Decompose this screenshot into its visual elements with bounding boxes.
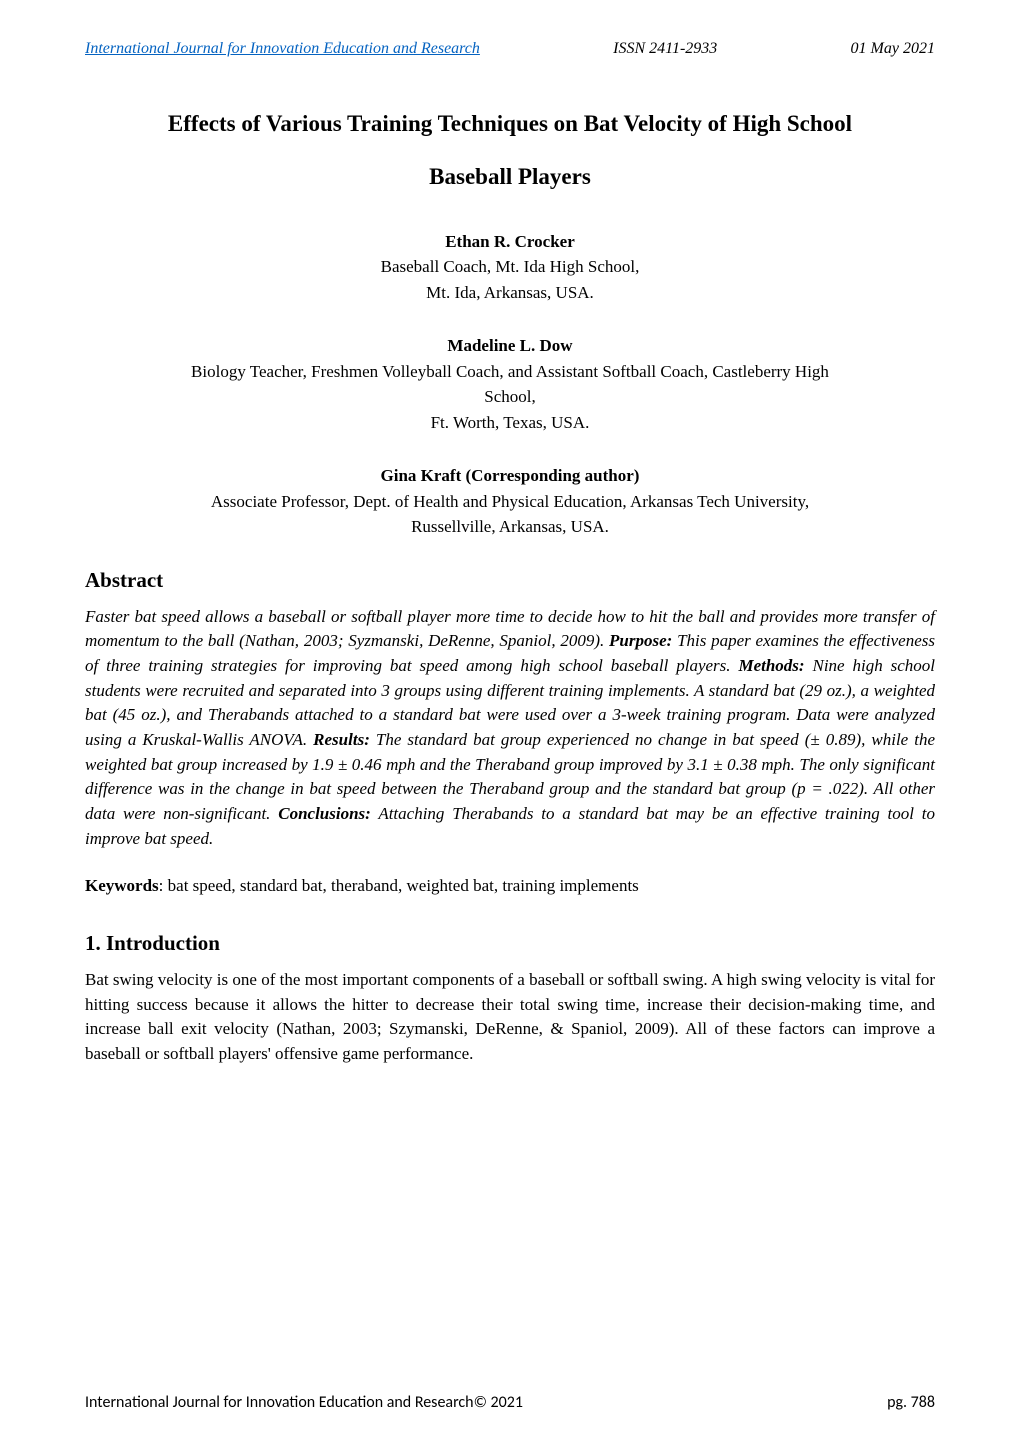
article-title: Effects of Various Training Techniques o…	[85, 98, 935, 204]
journal-title-link[interactable]: International Journal for Innovation Edu…	[85, 40, 480, 58]
introduction-body: Bat swing velocity is one of the most im…	[85, 968, 935, 1067]
author-affiliation-2b: School,	[85, 384, 935, 410]
author-name-3: Gina Kraft (Corresponding author)	[85, 463, 935, 489]
introduction-heading: 1. Introduction	[85, 931, 935, 956]
page-header: International Journal for Innovation Edu…	[85, 40, 935, 58]
author-name-1: Ethan R. Crocker	[85, 229, 935, 255]
author-name-2: Madeline L. Dow	[85, 333, 935, 359]
keywords-text: : bat speed, standard bat, theraband, we…	[159, 876, 639, 895]
author-affiliation-3a: Associate Professor, Dept. of Health and…	[85, 489, 935, 515]
author-affiliation-3b: Russellville, Arkansas, USA.	[85, 514, 935, 540]
author-block-1: Ethan R. Crocker Baseball Coach, Mt. Ida…	[85, 229, 935, 306]
footer-page-number: pg. 788	[887, 1393, 935, 1412]
abstract-label-methods: Methods:	[738, 656, 804, 675]
abstract-heading: Abstract	[85, 568, 935, 593]
abstract-body: Faster bat speed allows a baseball or so…	[85, 605, 935, 851]
author-block-3: Gina Kraft (Corresponding author) Associ…	[85, 463, 935, 540]
abstract-label-purpose: Purpose:	[609, 631, 672, 650]
author-block-2: Madeline L. Dow Biology Teacher, Freshme…	[85, 333, 935, 435]
issn-text: ISSN 2411-2933	[613, 40, 717, 58]
keywords-line: Keywords: bat speed, standard bat, thera…	[85, 876, 935, 896]
author-affiliation-1b: Mt. Ida, Arkansas, USA.	[85, 280, 935, 306]
title-line-1: Effects of Various Training Techniques o…	[168, 111, 852, 136]
title-line-2: Baseball Players	[429, 164, 591, 189]
abstract-label-conclusions: Conclusions:	[278, 804, 371, 823]
footer-journal-copyright: International Journal for Innovation Edu…	[85, 1393, 523, 1412]
issue-date: 01 May 2021	[851, 40, 935, 58]
page-footer: International Journal for Innovation Edu…	[85, 1393, 935, 1412]
keywords-label: Keywords	[85, 876, 159, 895]
author-affiliation-1a: Baseball Coach, Mt. Ida High School,	[85, 254, 935, 280]
abstract-label-results: Results:	[313, 730, 370, 749]
author-affiliation-2c: Ft. Worth, Texas, USA.	[85, 410, 935, 436]
author-affiliation-2a: Biology Teacher, Freshmen Volleyball Coa…	[85, 359, 935, 385]
